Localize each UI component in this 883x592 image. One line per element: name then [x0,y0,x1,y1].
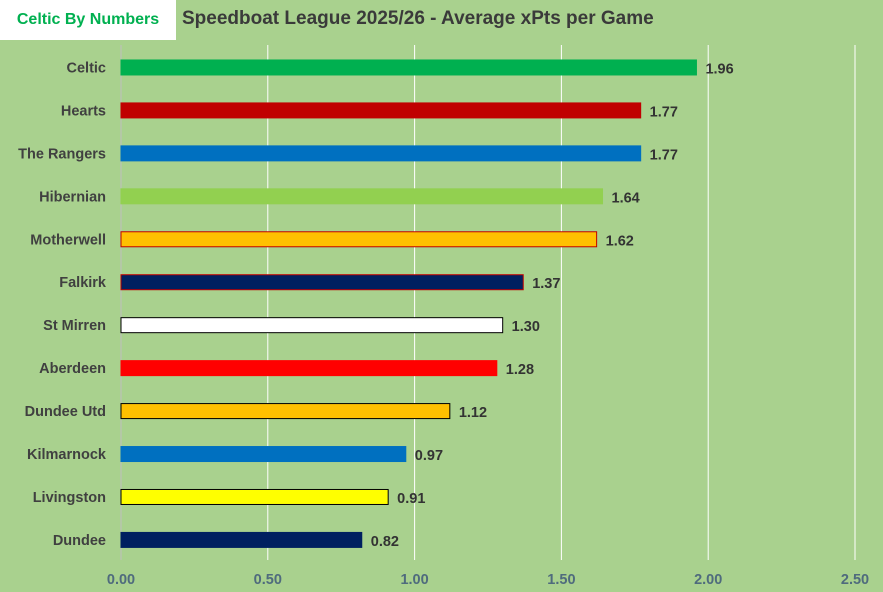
data-label: 1.96 [705,61,733,77]
bar [120,274,524,291]
category-label: St Mirren [43,318,106,334]
bar [120,231,598,248]
bar [120,446,407,463]
brand-label: Celtic By Numbers [16,11,160,28]
brand-badge: Celtic By Numbers [0,0,176,40]
category-label: Kilmarnock [27,447,107,463]
category-label: Dundee [53,533,106,549]
category-label: Dundee Utd [25,404,106,420]
chart-title: Speedboat League 2025/26 - Average xPts … [182,8,654,29]
data-label: 1.64 [612,190,640,206]
x-tick-label: 2.50 [841,572,869,588]
data-label: 0.97 [415,448,443,464]
category-label: Aberdeen [39,361,106,377]
x-tick-label: 0.50 [254,572,282,588]
bar [120,59,697,76]
category-label: Livingston [33,490,106,506]
bar [120,188,604,205]
data-label: 1.77 [650,147,678,163]
x-tick-label: 1.00 [400,572,428,588]
bar [120,488,389,505]
bar [120,531,363,548]
x-tick-label: 0.00 [107,572,135,588]
data-label: 0.91 [397,491,425,507]
data-label: 1.62 [606,233,634,249]
category-label: Hibernian [39,189,106,205]
bar [120,145,642,162]
category-label: Hearts [61,103,106,119]
category-label: The Rangers [18,146,106,162]
data-label: 1.12 [459,405,487,421]
bar [120,102,642,119]
category-label: Falkirk [59,275,107,291]
data-label: 0.82 [371,534,399,550]
data-label: 1.37 [532,276,560,292]
bar [120,403,451,420]
data-label: 1.30 [512,319,540,335]
category-label: Celtic [67,60,107,76]
x-tick-label: 2.00 [694,572,722,588]
bar [120,360,498,377]
data-label: 1.77 [650,104,678,120]
x-tick-label: 1.50 [547,572,575,588]
category-label: Motherwell [30,232,106,248]
data-label: 1.28 [506,362,534,378]
bar [120,317,504,334]
